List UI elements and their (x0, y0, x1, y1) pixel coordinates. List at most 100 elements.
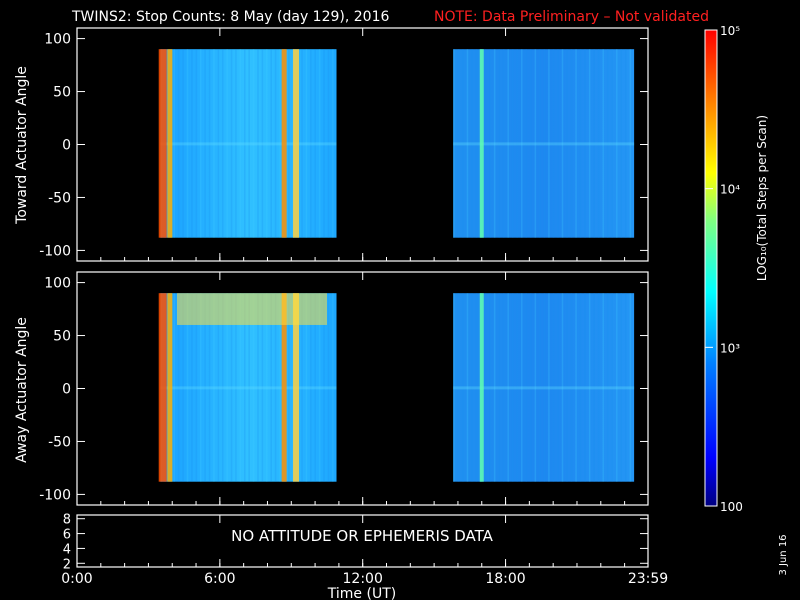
block-striation (606, 293, 609, 482)
block-striation (530, 293, 532, 482)
block-striation (177, 49, 180, 238)
block-striation (616, 293, 618, 482)
bright-band (167, 49, 173, 238)
block-striation (588, 293, 591, 482)
block-striation (602, 293, 604, 482)
away-y-axis: 100 50 0 -50 -100 (39, 272, 649, 505)
block-striation (327, 49, 330, 238)
block-striation (588, 49, 591, 238)
block-striation (191, 293, 193, 482)
bright-band (281, 293, 287, 482)
block-striation (257, 49, 259, 238)
block-striation (261, 49, 264, 238)
preliminary-note: NOTE: Data Preliminary – Not validated (434, 9, 709, 25)
away-actuator-panel: 100 50 0 -50 -100 Away Actuator Angle (14, 271, 649, 506)
block-striation (462, 293, 464, 482)
block-striation (534, 293, 537, 482)
block-striation (539, 49, 541, 238)
block-striation (552, 293, 555, 482)
block-striation (239, 293, 242, 482)
block-striation (498, 49, 500, 238)
block-striation (511, 293, 514, 482)
block-striation (226, 293, 228, 482)
block-striation (570, 49, 573, 238)
block-striation (252, 49, 255, 238)
block-striation (593, 49, 595, 238)
block-striation (266, 293, 268, 482)
block-striation (475, 293, 478, 482)
toward-heatmap (158, 49, 635, 238)
block-striation (475, 49, 478, 238)
block-striation (239, 49, 242, 238)
y-tick-label: 0 (62, 382, 71, 398)
block-striation (570, 293, 573, 482)
block-striation (530, 49, 532, 238)
block-striation (208, 49, 211, 238)
block-striation (270, 49, 272, 238)
block-striation (266, 49, 268, 238)
block-striation (534, 49, 537, 238)
block-striation (301, 293, 303, 482)
block-striation (539, 293, 541, 482)
block-striation (525, 49, 528, 238)
bright-band (479, 49, 484, 238)
x-tick-label: 0:00 (61, 571, 92, 587)
block-striation (305, 49, 308, 238)
block-striation (566, 49, 568, 238)
block-striation (602, 49, 604, 238)
block-striation (204, 49, 206, 238)
block-striation (173, 293, 176, 482)
block-striation (261, 293, 264, 482)
toward-y-axis: 100 50 0 -50 -100 (39, 28, 649, 261)
block-striation (332, 49, 334, 238)
block-striation (230, 49, 233, 238)
zero-angle-feature (160, 386, 337, 390)
block-striation (561, 293, 564, 482)
y-tick-label: 4 (63, 542, 71, 557)
block-striation (199, 49, 202, 238)
block-striation (543, 49, 546, 238)
block-striation (548, 49, 550, 238)
block-striation (489, 293, 491, 482)
y-tick-label: 50 (53, 329, 71, 345)
block-striation (301, 49, 303, 238)
zero-angle-feature (160, 142, 337, 146)
block-striation (493, 293, 496, 482)
block-striation (466, 293, 469, 482)
block-striation (616, 49, 618, 238)
toward-actuator-panel: 100 50 0 -50 -100 Toward Actuator Angle (14, 27, 649, 262)
x-tick-label: 23:59 (628, 571, 668, 587)
block-striation (226, 49, 228, 238)
block-striation (611, 49, 614, 238)
block-striation (274, 293, 277, 482)
block-striation (244, 49, 246, 238)
block-striation (257, 293, 259, 482)
block-striation (221, 49, 224, 238)
colorbar-label: LOG₁₀(Total Steps per Scan) (755, 115, 769, 281)
y-tick-label: 100 (44, 32, 71, 48)
block-striation (521, 293, 523, 482)
block-striation (235, 49, 237, 238)
block-striation (484, 49, 487, 238)
block-striation (199, 293, 202, 482)
block-striation (471, 49, 473, 238)
block-striation (566, 293, 568, 482)
block-striation (204, 293, 206, 482)
data-block (160, 49, 337, 238)
block-striation (516, 293, 519, 482)
block-striation (457, 293, 460, 482)
bright-band (293, 293, 300, 482)
block-striation (493, 49, 496, 238)
block-striation (584, 293, 586, 482)
block-striation (186, 49, 189, 238)
y-tick-label: -100 (39, 243, 71, 259)
block-striation (525, 293, 528, 482)
block-striation (453, 49, 455, 238)
block-striation (191, 49, 193, 238)
block-striation (606, 49, 609, 238)
y-tick-label: 6 (63, 528, 71, 543)
block-striation (466, 49, 469, 238)
block-striation (629, 293, 632, 482)
colorbar: 10⁵ 10⁴ 10³ 100 LOG₁₀(Total Steps per Scan) (704, 24, 769, 514)
